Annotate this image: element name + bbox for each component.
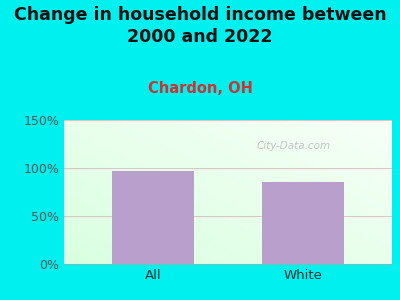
Bar <box>112 171 194 264</box>
Text: Change in household income between
2000 and 2022: Change in household income between 2000 … <box>14 6 386 46</box>
Text: City-Data.com: City-Data.com <box>256 141 331 151</box>
Text: Chardon, OH: Chardon, OH <box>148 81 252 96</box>
Bar <box>262 182 344 264</box>
